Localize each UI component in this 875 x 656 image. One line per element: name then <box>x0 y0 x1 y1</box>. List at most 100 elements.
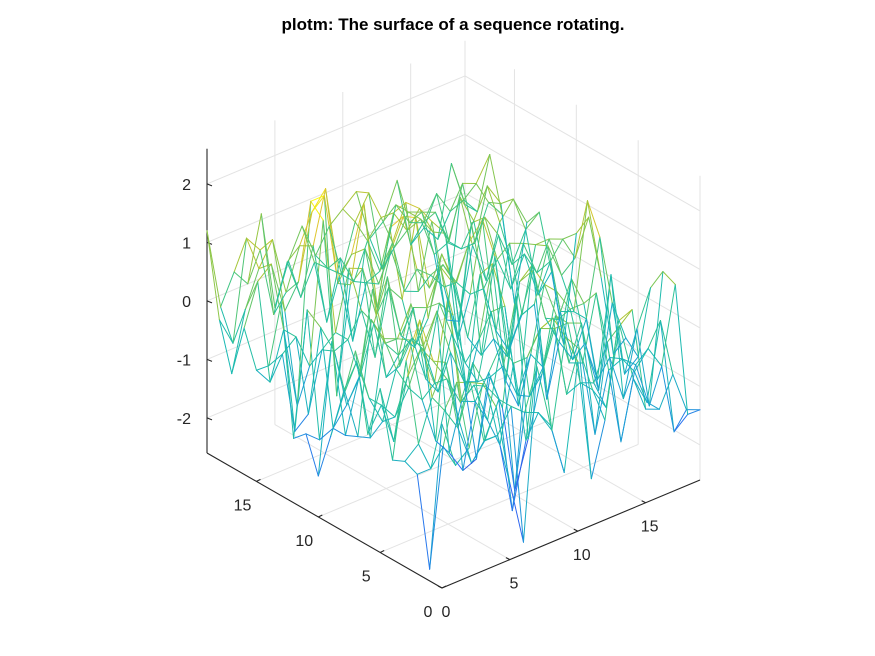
mesh-edge <box>511 229 527 265</box>
mesh-edge <box>432 360 447 363</box>
mesh-edge <box>521 244 537 316</box>
mesh-edge <box>545 317 560 343</box>
mesh-edge <box>624 328 638 375</box>
mesh-edge <box>499 444 513 512</box>
mesh-edge <box>573 200 588 313</box>
mesh-edge <box>396 179 410 224</box>
mesh-edge <box>255 365 270 371</box>
mesh-edge <box>415 217 429 319</box>
mesh-edge <box>375 286 390 316</box>
mesh-edge <box>410 222 424 246</box>
mesh-edge <box>342 191 357 210</box>
mesh-edge <box>469 381 485 442</box>
mesh-edge <box>578 348 592 480</box>
mesh-edge <box>384 338 398 344</box>
x-tick-mark <box>505 557 511 561</box>
mesh-edge <box>402 215 417 219</box>
mesh-edge <box>220 306 234 344</box>
mesh-edge <box>206 230 220 321</box>
mesh-edge <box>333 350 348 406</box>
mesh-edge <box>376 249 392 310</box>
mesh-edge <box>498 398 513 512</box>
mesh-edge <box>521 303 535 316</box>
mesh-edge <box>636 328 650 407</box>
z-tick-label: -1 <box>177 352 191 369</box>
mesh-edge <box>258 239 273 270</box>
mesh-edge <box>419 319 434 362</box>
mesh-edge <box>558 278 572 343</box>
mesh-edge <box>473 384 487 387</box>
mesh-edge <box>394 230 408 248</box>
mesh-edge <box>341 273 355 283</box>
mesh-edge <box>570 278 585 304</box>
mesh-edge <box>547 245 563 276</box>
mesh-edge <box>475 376 491 460</box>
mesh-edge <box>404 443 419 462</box>
mesh-edge <box>305 433 319 477</box>
mesh-edge <box>360 310 376 358</box>
mesh-edge <box>401 217 417 300</box>
mesh-edge <box>563 361 579 473</box>
mesh-edge <box>522 242 538 274</box>
mesh-edge <box>609 356 623 360</box>
mesh-edge <box>421 399 437 442</box>
mesh-edge <box>309 349 323 367</box>
z-tick-mark <box>206 358 213 362</box>
mesh-edge <box>475 153 491 185</box>
mesh-edge <box>440 266 455 286</box>
mesh-edge <box>513 222 528 304</box>
mesh-edge <box>436 193 450 243</box>
mesh-edge <box>468 242 482 356</box>
mesh-edge <box>511 411 526 512</box>
floor-gridline-x <box>274 424 511 561</box>
mesh-edge <box>342 350 356 398</box>
mesh-edge <box>424 310 438 352</box>
mesh-edge <box>297 211 313 283</box>
mesh-edge <box>584 342 600 391</box>
mesh-edge <box>260 213 276 309</box>
mesh-edge <box>380 212 394 218</box>
mesh-edge <box>344 434 359 438</box>
mesh-edge <box>320 327 335 352</box>
mesh-edge <box>477 376 491 383</box>
mesh-edge <box>443 381 458 411</box>
mesh-edge <box>585 318 600 391</box>
mesh-edge <box>522 242 537 246</box>
mesh-edge <box>380 404 396 418</box>
mesh-edge <box>382 368 397 423</box>
mesh-edge <box>360 310 375 324</box>
mesh-edge <box>551 429 565 473</box>
mesh-edge <box>206 230 222 308</box>
mesh-edge <box>379 388 395 442</box>
mesh-edge <box>395 339 411 370</box>
x-tick-mark <box>573 528 579 532</box>
mesh-edge <box>570 278 586 344</box>
x-axis-line <box>441 479 701 589</box>
mesh-edge <box>368 397 384 423</box>
mesh-edge <box>476 153 491 213</box>
mesh-edge <box>624 356 639 375</box>
mesh-edge <box>343 361 358 391</box>
mesh-edge <box>595 292 610 371</box>
mesh-edge <box>493 338 508 358</box>
floor-gridline-x <box>342 395 579 532</box>
floor-gridline-y <box>318 408 577 518</box>
x-tick-label: 0 <box>442 604 451 621</box>
mesh-edge <box>457 381 471 429</box>
mesh-edge <box>408 347 422 389</box>
mesh-edge <box>573 311 587 320</box>
mesh-edge <box>506 281 521 358</box>
mesh-edge <box>621 358 637 366</box>
mesh-edge <box>526 211 540 224</box>
mesh-edge <box>300 261 315 298</box>
mesh-edge <box>542 315 556 368</box>
wall-gridline-z <box>464 133 701 270</box>
mesh-edge <box>328 225 343 275</box>
mesh-edge <box>243 327 257 371</box>
mesh-edge <box>416 268 432 276</box>
mesh-edge <box>525 229 539 296</box>
mesh-edge <box>473 185 488 222</box>
mesh-edge <box>346 375 361 406</box>
mesh-edge <box>474 201 490 244</box>
mesh-edge <box>562 238 576 259</box>
